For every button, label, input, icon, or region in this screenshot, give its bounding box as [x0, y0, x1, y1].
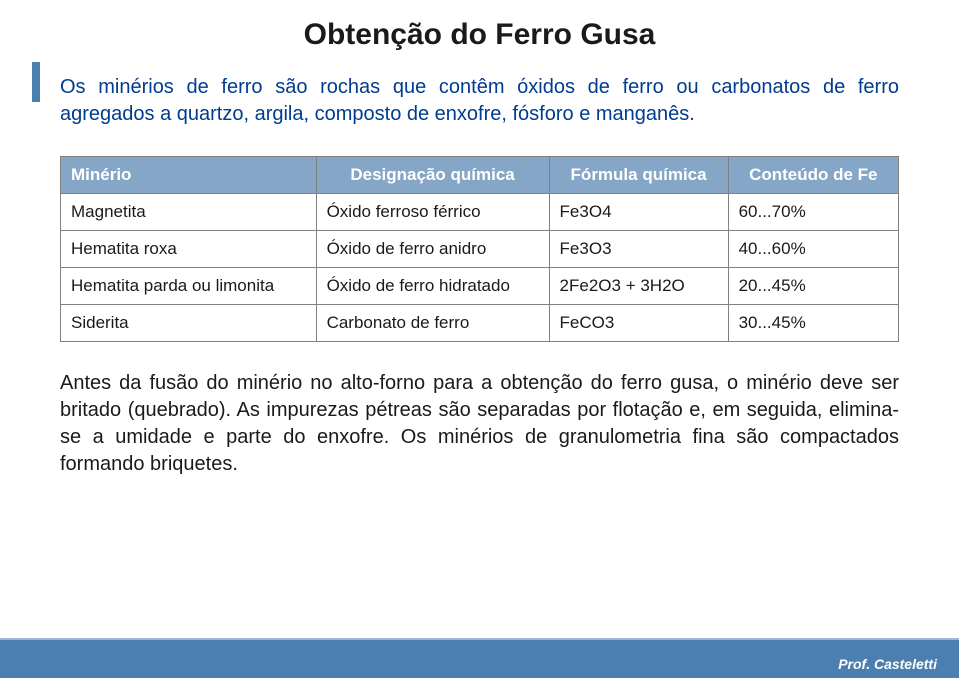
- cell: 2Fe2O3 + 3H2O: [549, 268, 728, 305]
- cell: 30...45%: [728, 305, 898, 342]
- footer-bar: [0, 640, 959, 678]
- minerals-table: Minério Designação química Fórmula quími…: [60, 156, 899, 342]
- footer-author: Prof. Casteletti: [838, 656, 937, 672]
- table-row: Hematita roxa Óxido de ferro anidro Fe3O…: [61, 231, 899, 268]
- cell: Óxido ferroso férrico: [316, 194, 549, 231]
- intro-paragraph: Os minérios de ferro são rochas que cont…: [60, 74, 899, 128]
- slide: Obtenção do Ferro Gusa Os minérios de fe…: [0, 0, 959, 678]
- cell: FeCO3: [549, 305, 728, 342]
- col-header: Designação química: [316, 157, 549, 194]
- col-header: Fórmula química: [549, 157, 728, 194]
- outro-paragraph: Antes da fusão do minério no alto-forno …: [60, 370, 899, 478]
- cell: Siderita: [61, 305, 317, 342]
- cell: Fe3O4: [549, 194, 728, 231]
- table-row: Magnetita Óxido ferroso férrico Fe3O4 60…: [61, 194, 899, 231]
- table-row: Siderita Carbonato de ferro FeCO3 30...4…: [61, 305, 899, 342]
- col-header: Conteúdo de Fe: [728, 157, 898, 194]
- cell: 40...60%: [728, 231, 898, 268]
- cell: Óxido de ferro anidro: [316, 231, 549, 268]
- cell: Fe3O3: [549, 231, 728, 268]
- cell: 60...70%: [728, 194, 898, 231]
- table-row: Hematita parda ou limonita Óxido de ferr…: [61, 268, 899, 305]
- cell: Óxido de ferro hidratado: [316, 268, 549, 305]
- cell: Magnetita: [61, 194, 317, 231]
- table-header-row: Minério Designação química Fórmula quími…: [61, 157, 899, 194]
- cell: 20...45%: [728, 268, 898, 305]
- accent-bar: [32, 62, 40, 102]
- cell: Hematita roxa: [61, 231, 317, 268]
- page-title: Obtenção do Ferro Gusa: [60, 18, 899, 52]
- col-header: Minério: [61, 157, 317, 194]
- cell: Hematita parda ou limonita: [61, 268, 317, 305]
- cell: Carbonato de ferro: [316, 305, 549, 342]
